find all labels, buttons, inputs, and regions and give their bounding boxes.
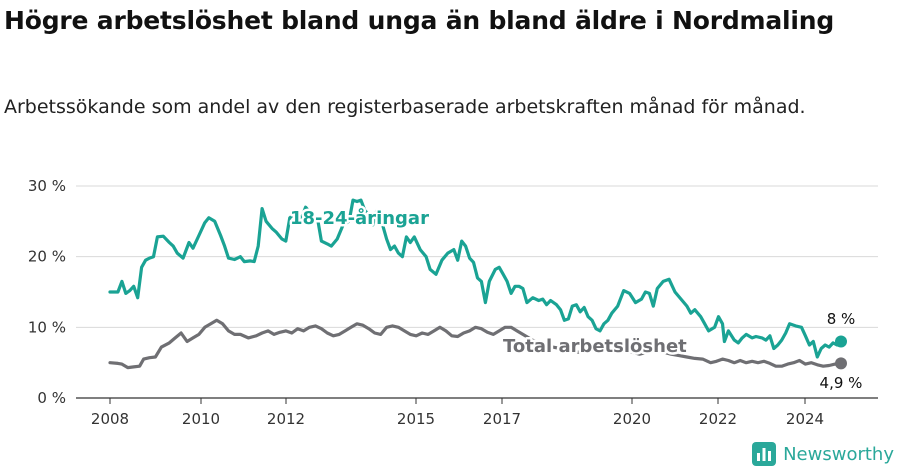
chart-subtitle: Arbetssökande som andel av den registerb… (4, 96, 806, 118)
x-tick-label: 2015 (397, 410, 435, 428)
x-tick-label: 2020 (613, 410, 651, 428)
end-label-youth: 8 % (827, 310, 856, 328)
y-tick-label: 30 % (28, 177, 66, 195)
x-tick-label: 2010 (182, 410, 220, 428)
x-tick-label: 2022 (699, 410, 737, 428)
x-tick-label: 2008 (91, 410, 129, 428)
y-tick-label: 10 % (28, 318, 66, 336)
x-tick-label: 2024 (786, 410, 824, 428)
series-line-total (108, 318, 843, 370)
series-line-youth (108, 198, 843, 359)
brand-logo: Newsworthy (751, 440, 894, 468)
y-tick-label: 20 % (28, 248, 66, 266)
end-marker-youth (835, 335, 847, 348)
end-label-total: 4,9 % (820, 374, 863, 392)
y-tick-label: 0 % (37, 389, 66, 407)
x-tick-label: 2012 (267, 410, 305, 428)
series-label-total: Total arbetslöshet (503, 336, 687, 357)
chart-title: Högre arbetslöshet bland unga än bland ä… (4, 6, 835, 35)
end-marker-total (835, 357, 847, 370)
newsworthy-logo-icon (752, 442, 777, 466)
series-label-youth: 18-24-åringar (290, 207, 429, 229)
x-tick-label: 2017 (483, 410, 521, 428)
brand-name: Newsworthy (783, 443, 894, 465)
